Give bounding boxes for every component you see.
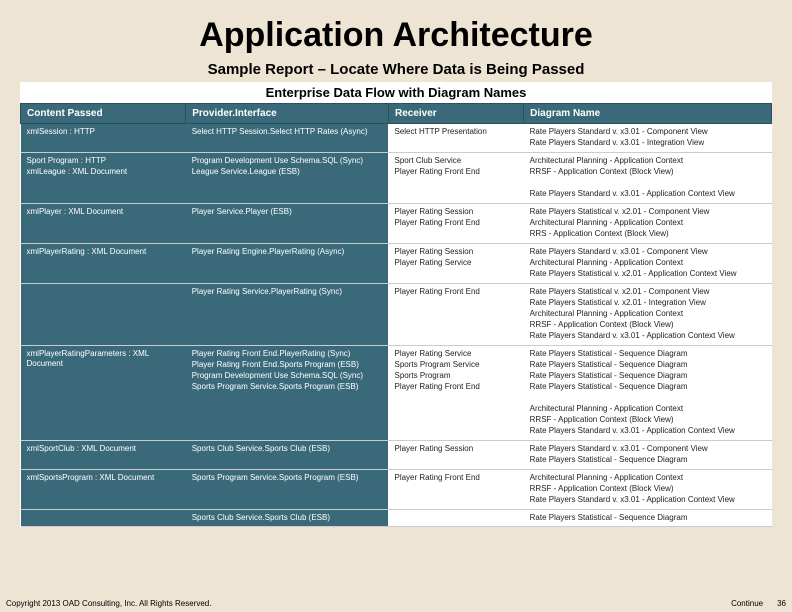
- table-cell: Player Service.Player (ESB): [186, 204, 389, 244]
- page-subtitle: Sample Report – Locate Where Data is Bei…: [0, 61, 792, 82]
- col-content-passed: Content Passed: [21, 104, 186, 124]
- table-cell: Player Rating ServiceSports Program Serv…: [388, 346, 523, 441]
- table-row: xmlPlayerRatingParameters : XML Document…: [21, 346, 772, 441]
- table-cell: Rate Players Standard v. x3.01 - Compone…: [524, 244, 772, 284]
- table-row: Sport Program : HTTPxmlLeague : XML Docu…: [21, 153, 772, 204]
- table-cell: Rate Players Standard v. x3.01 - Compone…: [524, 441, 772, 470]
- data-table-wrap: Content Passed Provider.Interface Receiv…: [20, 103, 772, 527]
- table-cell: Rate Players Statistical - Sequence Diag…: [524, 510, 772, 527]
- table-row: xmlPlayerRating : XML DocumentPlayer Rat…: [21, 244, 772, 284]
- table-cell: Player Rating Front End: [388, 470, 523, 510]
- table-cell: Sports Program Service.Sports Program (E…: [186, 470, 389, 510]
- table-cell: xmlSportClub : XML Document: [21, 441, 186, 470]
- table-cell: Rate Players Statistical v. x2.01 - Comp…: [524, 284, 772, 346]
- col-diagram-name: Diagram Name: [524, 104, 772, 124]
- table-cell: Player Rating Engine.PlayerRating (Async…: [186, 244, 389, 284]
- copyright: Copyright 2013 OAD Consulting, Inc. All …: [6, 599, 211, 608]
- table-row: Player Rating Service.PlayerRating (Sync…: [21, 284, 772, 346]
- table-cell: xmlSportsProgram : XML Document: [21, 470, 186, 510]
- page-title: Application Architecture: [0, 0, 792, 61]
- table-cell: Rate Players Standard v. x3.01 - Compone…: [524, 124, 772, 153]
- table-header-row: Content Passed Provider.Interface Receiv…: [21, 104, 772, 124]
- table-row: Sports Club Service.Sports Club (ESB) Rat…: [21, 510, 772, 527]
- table-cell: Architectural Planning - Application Con…: [524, 153, 772, 204]
- table-title: Enterprise Data Flow with Diagram Names: [20, 82, 772, 103]
- table-cell: Rate Players Statistical - Sequence Diag…: [524, 346, 772, 441]
- table-cell: xmlPlayerRating : XML Document: [21, 244, 186, 284]
- table-cell: Rate Players Statistical v. x2.01 - Comp…: [524, 204, 772, 244]
- table-cell: Sport Program : HTTPxmlLeague : XML Docu…: [21, 153, 186, 204]
- table-cell: xmlPlayer : XML Document: [21, 204, 186, 244]
- table-row: xmlSportClub : XML DocumentSports Club S…: [21, 441, 772, 470]
- page-number: 36: [777, 599, 786, 608]
- continue-label: Continue: [731, 599, 763, 608]
- table-cell: Player Rating SessionPlayer Rating Front…: [388, 204, 523, 244]
- table-cell: xmlSession : HTTP: [21, 124, 186, 153]
- footer: Copyright 2013 OAD Consulting, Inc. All …: [6, 599, 786, 608]
- table-cell: Sports Club Service.Sports Club (ESB): [186, 441, 389, 470]
- table-cell: [21, 510, 186, 527]
- table-cell: Architectural Planning - Application Con…: [524, 470, 772, 510]
- table-cell: Program Development Use Schema.SQL (Sync…: [186, 153, 389, 204]
- table-cell: Player Rating SessionPlayer Rating Servi…: [388, 244, 523, 284]
- table-cell: Select HTTP Presentation: [388, 124, 523, 153]
- table-row: xmlPlayer : XML DocumentPlayer Service.P…: [21, 204, 772, 244]
- table-cell: [21, 284, 186, 346]
- table-cell: Player Rating Service.PlayerRating (Sync…: [186, 284, 389, 346]
- table-cell: Select HTTP Session.Select HTTP Rates (A…: [186, 124, 389, 153]
- col-receiver: Receiver: [388, 104, 523, 124]
- table-cell: Player Rating Front End: [388, 284, 523, 346]
- data-table: Content Passed Provider.Interface Receiv…: [20, 103, 772, 527]
- table-cell: Sport Club ServicePlayer Rating Front En…: [388, 153, 523, 204]
- table-cell: xmlPlayerRatingParameters : XML Document: [21, 346, 186, 441]
- table-row: xmlSession : HTTPSelect HTTP Session.Sel…: [21, 124, 772, 153]
- table-cell: Player Rating Session: [388, 441, 523, 470]
- col-provider-interface: Provider.Interface: [186, 104, 389, 124]
- table-row: xmlSportsProgram : XML DocumentSports Pr…: [21, 470, 772, 510]
- table-cell: Sports Club Service.Sports Club (ESB): [186, 510, 389, 527]
- table-cell: Player Rating Front End.PlayerRating (Sy…: [186, 346, 389, 441]
- table-cell: [388, 510, 523, 527]
